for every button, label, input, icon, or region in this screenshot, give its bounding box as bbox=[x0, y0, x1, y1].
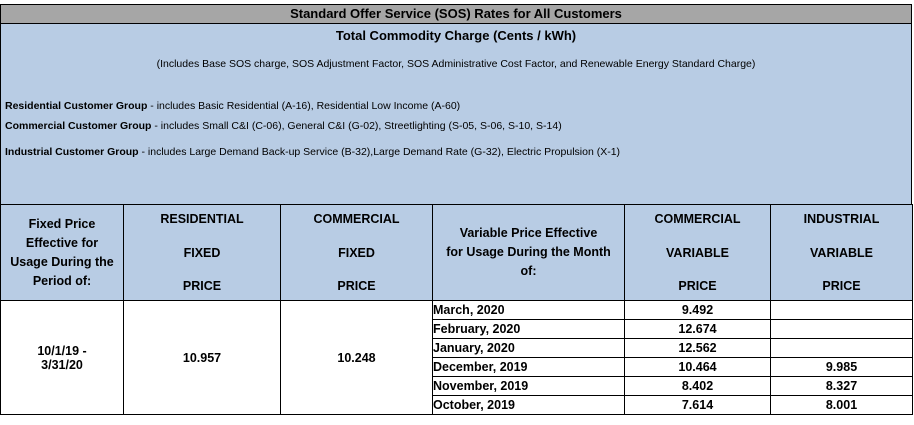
header-commercial-variable: COMMERCIAL VARIABLE PRICE bbox=[624, 204, 771, 301]
group-name: Residential Customer Group bbox=[5, 100, 148, 112]
commercial-variable-price: 10.464 bbox=[624, 357, 771, 377]
rates-table: Fixed Price Effective for Usage During t… bbox=[0, 204, 913, 415]
commercial-variable-price: 9.492 bbox=[624, 300, 771, 320]
header-line: PRICE bbox=[337, 279, 376, 293]
commercial-variable-price: 8.402 bbox=[624, 376, 771, 396]
header-line: FIXED bbox=[338, 245, 375, 260]
month-cell: February, 2020 bbox=[432, 319, 625, 339]
header-line: Fixed Price bbox=[28, 216, 96, 231]
header-line: VARIABLE bbox=[666, 245, 729, 260]
group-residential: Residential Customer Group - includes Ba… bbox=[5, 100, 460, 112]
commodity-charge-title: Total Commodity Charge (Cents / kWh) bbox=[335, 28, 577, 43]
header-commercial-fixed: COMMERCIAL FIXED PRICE bbox=[280, 204, 433, 301]
period-end: 3/31/20 bbox=[41, 357, 83, 372]
residential-fixed-price: 10.957 bbox=[123, 300, 281, 415]
industrial-variable-price bbox=[770, 300, 913, 320]
header-line: for Usage During the Month bbox=[446, 245, 611, 259]
header-line: Variable Price Effective bbox=[459, 226, 598, 240]
header-line: INDUSTRIAL bbox=[803, 212, 880, 226]
group-desc: - includes Small C&I (C-06), General C&I… bbox=[151, 120, 562, 132]
industrial-variable-price: 8.001 bbox=[770, 395, 913, 415]
industrial-variable-price: 8.327 bbox=[770, 376, 913, 396]
month-cell: December, 2019 bbox=[432, 357, 625, 377]
table-row: November, 2019 8.402 8.327 bbox=[1, 376, 913, 396]
header-line: Period of: bbox=[32, 273, 92, 288]
header-row: Fixed Price Effective for Usage During t… bbox=[0, 204, 913, 301]
header-residential-fixed: RESIDENTIAL FIXED PRICE bbox=[123, 204, 281, 301]
group-commercial: Commercial Customer Group - includes Sma… bbox=[5, 120, 562, 132]
header-line: PRICE bbox=[182, 279, 222, 293]
industrial-variable-price bbox=[770, 319, 913, 339]
fixed-period-cell: 10/1/19 - 3/31/20 bbox=[0, 300, 124, 415]
header-line: Usage During the bbox=[10, 254, 114, 269]
group-industrial: Industrial Customer Group - includes Lar… bbox=[5, 146, 620, 158]
month-cell: March, 2020 bbox=[432, 300, 625, 320]
info-panel: Total Commodity Charge (Cents / kWh) (In… bbox=[0, 24, 912, 205]
header-line: VARIABLE bbox=[810, 245, 873, 260]
header-line: RESIDENTIAL bbox=[160, 212, 244, 226]
commercial-fixed-price: 10.248 bbox=[280, 300, 433, 415]
group-desc: - includes Basic Residential (A-16), Res… bbox=[147, 100, 461, 112]
header-line: PRICE bbox=[678, 279, 717, 293]
group-name: Commercial Customer Group bbox=[5, 120, 152, 132]
header-line: Effective for bbox=[25, 235, 99, 250]
header-variable-month: Variable Price Effective for Usage Durin… bbox=[432, 204, 625, 301]
commercial-variable-price: 12.562 bbox=[624, 338, 771, 358]
sheet-title: Standard Offer Service (SOS) Rates for A… bbox=[0, 4, 912, 24]
header-line: FIXED bbox=[183, 245, 221, 260]
header-fixed-period: Fixed Price Effective for Usage During t… bbox=[0, 204, 124, 301]
table-row: January, 2020 12.562 bbox=[1, 338, 913, 358]
period-start: 10/1/19 - bbox=[37, 343, 87, 358]
header-line: PRICE bbox=[822, 279, 861, 293]
month-cell: November, 2019 bbox=[432, 376, 625, 396]
commercial-variable-price: 7.614 bbox=[624, 395, 771, 415]
month-cell: January, 2020 bbox=[432, 338, 625, 358]
industrial-variable-price bbox=[770, 338, 913, 358]
commercial-variable-price: 12.674 bbox=[624, 319, 771, 339]
includes-note: (Includes Base SOS charge, SOS Adjustmen… bbox=[156, 58, 756, 70]
table-row: October, 2019 7.614 8.001 bbox=[1, 395, 913, 415]
table-row: 10/1/19 - 3/31/20 10.957 10.248 March, 2… bbox=[0, 300, 913, 415]
group-name: Industrial Customer Group bbox=[5, 146, 139, 158]
header-industrial-variable: INDUSTRIAL VARIABLE PRICE bbox=[770, 204, 913, 301]
header-line: COMMERCIAL bbox=[654, 212, 741, 226]
industrial-variable-price: 9.985 bbox=[770, 357, 913, 377]
month-cell: October, 2019 bbox=[432, 395, 625, 415]
group-desc: - includes Large Demand Back-up Service … bbox=[138, 146, 621, 158]
header-line: COMMERCIAL bbox=[313, 212, 400, 226]
header-line: of: bbox=[520, 264, 537, 278]
